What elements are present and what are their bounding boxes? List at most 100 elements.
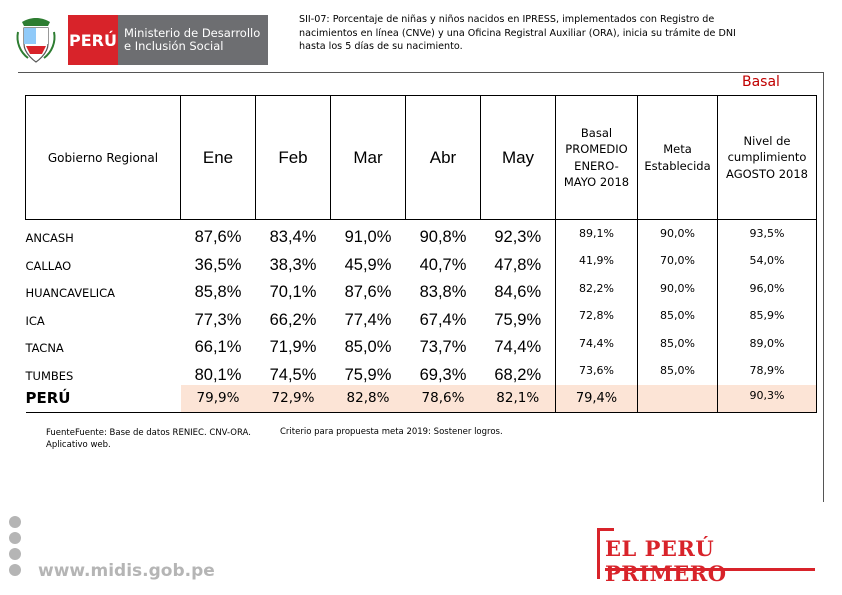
month-value: 75,9% — [494, 310, 542, 329]
table-row: ICA 77,3% 66,2% 77,4% 67,4% 75,9% 72,8% … — [26, 302, 817, 330]
header-line: Nivel de — [743, 133, 791, 148]
table-header-row: Gobierno Regional Ene Feb Mar Abr May Ba… — [25, 95, 817, 220]
basal-value: 74,4% — [555, 329, 638, 357]
table-row: CALLAO 36,5% 38,3% 45,9% 40,7% 47,8% 41,… — [26, 247, 817, 275]
header-line: ENERO- — [574, 158, 619, 173]
ministry-logo: PERÚ Ministerio de Desarrollo e Inclusió… — [14, 10, 268, 70]
youtube-icon[interactable] — [9, 564, 21, 576]
header-line: cumplimiento — [727, 150, 807, 165]
month-value: 87,6% — [194, 228, 242, 246]
basal-value: 72,8% — [555, 302, 638, 330]
total-meta-value — [637, 384, 718, 413]
month-value: 83,4% — [269, 228, 317, 246]
month-value: 66,1% — [194, 338, 242, 356]
indicator-title: SII-07: Porcentaje de niñas y niños naci… — [299, 13, 739, 54]
table-row: HUANCAVELICA 85,8% 70,1% 87,6% 83,8% 84,… — [25, 274, 817, 302]
month-value: 66,2% — [269, 310, 317, 329]
nivel-column-header: Nivel de cumplimiento AGOSTO 2018 — [717, 95, 817, 220]
month-value: 85,0% — [344, 338, 392, 356]
total-basal-value: 79,4% — [555, 384, 638, 413]
source-note: FuenteFuente: Base de datos RENIEC. CNV-… — [46, 428, 251, 450]
month-value: 47,8% — [494, 255, 542, 274]
month-header: Mar — [330, 95, 406, 220]
month-value: 38,3% — [269, 255, 317, 274]
slogan-underline — [605, 568, 815, 571]
ministry-line-1: Ministerio de Desarrollo — [124, 26, 261, 40]
month-value: 83,8% — [419, 283, 467, 301]
nivel-value: 93,5% — [717, 219, 817, 247]
country-label: PERÚ — [69, 30, 117, 50]
right-divider — [823, 72, 824, 502]
total-month-value: 72,9% — [255, 384, 331, 413]
slogan-logo: EL PERÚ PRIMERO — [597, 528, 817, 586]
month-value: 85,8% — [194, 283, 242, 301]
header-line: PROMEDIO — [565, 142, 628, 156]
header-line: AGOSTO 2018 — [726, 166, 808, 181]
criteria-label: Criterio para propuesta meta 2019: — [280, 427, 431, 437]
month-value: 87,6% — [344, 283, 392, 301]
title-line-1: SII-07: Porcentaje de niñas y niños naci… — [299, 14, 715, 25]
nivel-value: 54,0% — [717, 247, 817, 275]
header-line: Basal — [580, 125, 613, 140]
criteria-note: Criterio para propuesta meta 2019: Soste… — [280, 427, 503, 437]
month-value: 45,9% — [344, 255, 392, 274]
region-cell: HUANCAVELICA — [25, 286, 116, 300]
total-row: PERÚ 79,9% 72,9% 82,8% 78,6% 82,1% 79,4%… — [25, 384, 817, 413]
region-cell: TUMBES — [25, 368, 74, 383]
meta-value: 70,0% — [637, 247, 718, 275]
meta-value: 85,0% — [637, 329, 718, 357]
region-column-header: Gobierno Regional — [25, 95, 181, 220]
month-value: 80,1% — [194, 365, 242, 384]
month-value: 91,0% — [344, 228, 392, 246]
indicator-table: Gobierno Regional Ene Feb Mar Abr May Ba… — [25, 95, 817, 413]
criteria-value: Sostener logros. — [433, 427, 503, 437]
header-divider — [18, 72, 824, 73]
total-month-value: 78,6% — [405, 384, 481, 413]
table-row: TACNA 66,1% 71,9% 85,0% 73,7% 74,4% 74,4… — [26, 329, 817, 357]
meta-value: 90,0% — [637, 219, 718, 247]
month-value: 69,3% — [419, 365, 467, 384]
month-value: 68,2% — [494, 365, 542, 384]
month-value: 73,7% — [419, 338, 467, 356]
basal-column-header: Basal PROMEDIO ENERO- MAYO 2018 — [555, 95, 638, 220]
nivel-value: 85,9% — [717, 302, 817, 330]
month-value: 84,6% — [494, 283, 542, 301]
nivel-value: 96,0% — [717, 274, 817, 302]
month-header: May — [480, 95, 556, 220]
total-month-value: 79,9% — [180, 384, 256, 413]
title-line-2: nacimientos en línea (CNVe) y una Oficin… — [299, 27, 736, 39]
month-value: 74,5% — [269, 365, 317, 384]
table-row: TUMBES 80,1% 74,5% 75,9% 69,3% 68,2% 73,… — [26, 357, 817, 385]
month-value: 36,5% — [194, 255, 242, 274]
facebook-icon[interactable] — [9, 516, 21, 528]
nivel-value: 78,9% — [717, 357, 817, 385]
basal-value: 41,9% — [555, 247, 638, 275]
meta-value: 90,0% — [637, 274, 718, 302]
header-line: Establecida — [644, 158, 711, 173]
meta-value: 85,0% — [637, 357, 718, 385]
total-nivel-value: 90,3% — [717, 384, 817, 413]
month-value: 67,4% — [419, 310, 467, 329]
region-cell: ANCASH — [25, 231, 74, 245]
slogan-frame — [597, 528, 614, 579]
flickr-icon[interactable] — [9, 548, 21, 560]
month-value: 71,9% — [269, 338, 317, 356]
header-line: Meta — [663, 142, 692, 156]
month-value: 40,7% — [419, 255, 467, 274]
total-region-cell: PERÚ — [25, 384, 181, 413]
coat-of-arms-icon — [16, 18, 56, 63]
region-cell: ICA — [25, 313, 45, 328]
month-header: Ene — [180, 95, 256, 220]
basal-tag: Basal — [742, 74, 780, 90]
month-value: 77,3% — [194, 310, 242, 329]
nivel-value: 89,0% — [717, 329, 817, 357]
meta-value: 85,0% — [637, 302, 718, 330]
month-value: 75,9% — [344, 365, 392, 384]
month-value: 90,8% — [419, 228, 467, 246]
total-month-value: 82,1% — [480, 384, 556, 413]
month-value: 77,4% — [344, 310, 392, 329]
ministry-name-box: Ministerio de Desarrollo e Inclusión Soc… — [118, 15, 268, 65]
website-link[interactable]: www.midis.gob.pe — [38, 561, 215, 581]
month-value: 92,3% — [494, 228, 542, 246]
twitter-icon[interactable] — [9, 532, 21, 544]
